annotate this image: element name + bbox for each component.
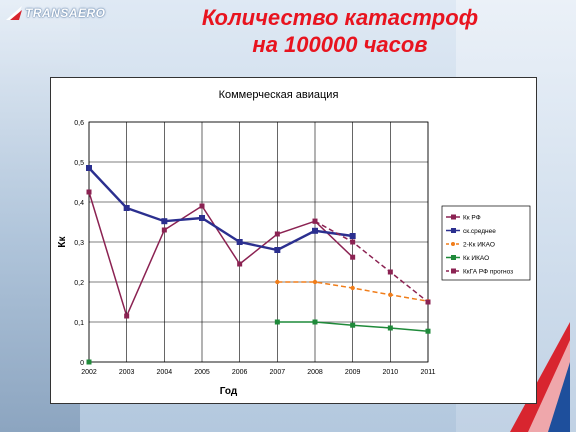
data-point [161,227,167,233]
y-tick-label: 0,1 [74,320,84,327]
data-point [350,285,355,291]
data-point [350,322,356,328]
data-point [388,292,393,297]
data-point [349,233,356,239]
data-point [236,239,243,245]
chart-container: Коммерческая авиация 0 0,1 0,2 0,3 0,4 0,5 0,6 2… [50,77,537,404]
y-tick-label: 0,3 [74,240,84,247]
data-point [425,299,431,305]
series-line-0 [88,191,354,319]
data-point [312,227,318,234]
data-point [274,247,281,253]
data-point [199,215,205,221]
series-line-1 [88,167,353,252]
data-point [161,218,168,225]
data-point [123,205,130,211]
chart-title: Коммерческая авиация [219,89,339,101]
data-point [86,165,92,171]
plot-frame [88,121,429,363]
x-tick-label: 2006 [232,369,248,376]
data-point [312,218,318,224]
y-tick-label: 0,5 [74,160,84,167]
legend-swatch-marker [451,268,456,274]
data-point [237,261,243,267]
data-point [274,231,280,237]
data-point [275,279,280,285]
data-point [425,328,431,334]
airline-tail-logo [510,322,570,432]
y-axis-label: Кк [57,235,68,247]
legend-box [441,205,531,281]
slide-title: Количество катастроф на 100000 часов [180,4,500,58]
legend-swatch-marker [451,255,456,260]
x-tick-label: 2004 [157,369,173,376]
chart-svg: Коммерческая авиация 0 0,1 0,2 0,3 0,4 0,5 0,6 2… [57,89,531,397]
data-point [312,319,318,325]
data-point [312,279,318,285]
x-tick-label: 2002 [81,369,97,376]
legend-swatch-marker [451,242,455,246]
airline-logo-text: TRANSAERO [25,6,106,20]
legend-label: Кк ИКАО [463,255,489,262]
x-tick-label: 2005 [194,369,210,376]
data-point [86,359,92,365]
legend-label: ск.среднее [463,228,496,235]
data-point [387,269,393,275]
data-point [387,325,393,331]
y-tick-label: 0,6 [74,120,84,127]
legend-label: 2-Кк ИКАО [463,242,495,249]
data-point [199,203,205,209]
data-point [350,239,356,245]
airline-logo: TRANSAERO [6,4,106,22]
x-tick-label: 2003 [119,369,135,376]
y-tick-label: 0 [80,360,84,367]
y-tick-label: 0,4 [74,200,84,207]
data-point [350,254,356,260]
x-axis-label: Год [220,386,238,397]
airline-logo-icon [6,6,22,20]
x-tick-label: 2009 [345,369,361,376]
x-tick-label: 2011 [420,369,435,376]
y-tick-label: 0,2 [74,280,84,287]
legend-swatch-marker [451,228,456,233]
x-tick-label: 2008 [307,369,323,376]
slide-title-line1: Количество катастроф [201,5,479,30]
legend-label: Кк РФ [463,215,481,222]
x-tick-label: 2007 [270,369,286,376]
x-tick-label: 2010 [383,369,399,376]
series-line-4 [314,220,429,303]
slide-title-line2: на 100000 часов [252,32,428,57]
data-point [274,319,280,325]
legend-label: КкГА РФ прогноз [463,269,513,276]
data-point [86,189,92,195]
legend-swatch-marker [451,214,456,220]
data-point [124,313,130,319]
